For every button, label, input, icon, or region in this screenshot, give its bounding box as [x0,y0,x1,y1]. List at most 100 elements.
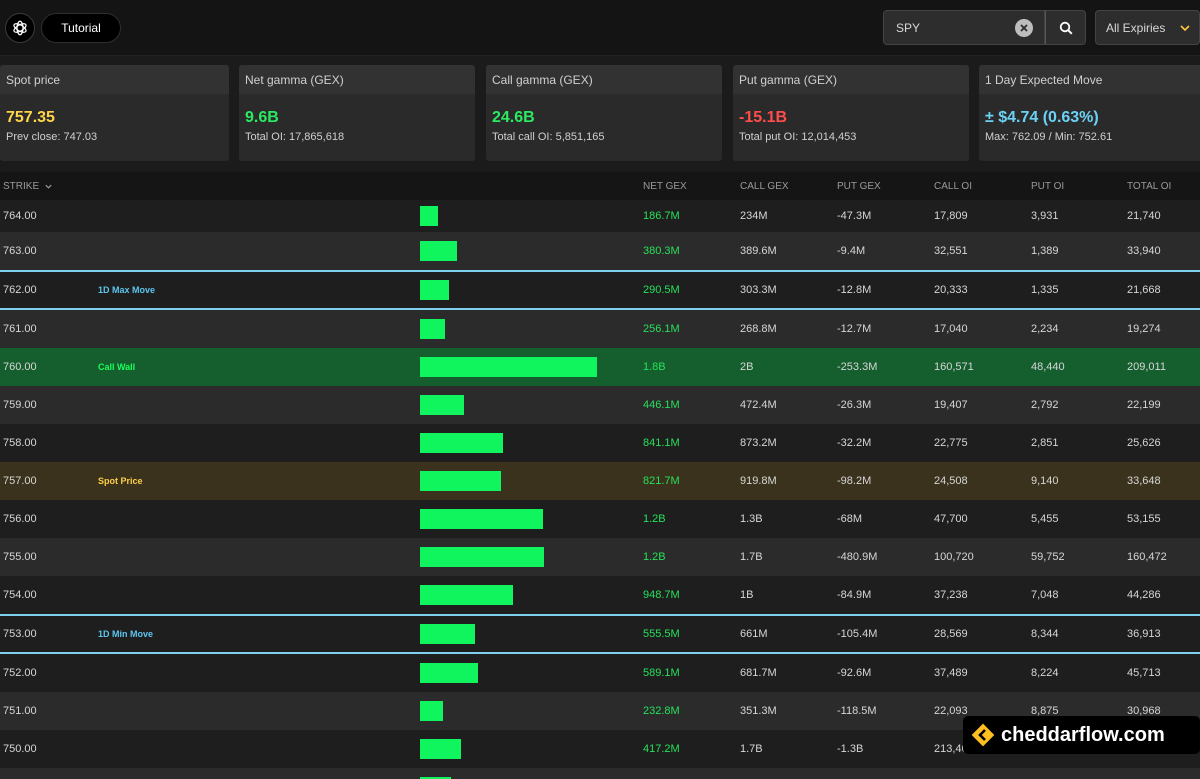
table-row[interactable]: 757.00 Spot Price 821.7M 919.8M -98.2M 24,508… [0,462,1200,500]
call-gex-cell: 1.7B [740,743,763,755]
net-gex-column-header[interactable]: NET GEX [643,181,687,192]
put-gex-cell: -12.7M [837,323,872,335]
net-gex-bar [420,280,449,300]
net-gex-cell: 417.2M [643,743,680,755]
put-gex-cell: -68M [837,513,863,525]
total-oi-cell: 30,968 [1127,705,1161,717]
call-oi-cell: 17,809 [934,210,968,222]
put-oi-cell: 8,344 [1031,628,1059,640]
total-oi-column-header[interactable]: TOTAL OI [1127,181,1172,192]
net-gex-bar [420,777,451,779]
total-oi-cell: 45,713 [1127,667,1161,679]
table-row[interactable]: 763.00 380.3M 389.6M -9.4M 32,551 1,389 33,940 [0,232,1200,270]
strike-cell: 751.00 [3,705,37,717]
card-title: 1 Day Expected Move [979,65,1200,94]
card-value: ± $4.74 (0.63%) [985,109,1099,126]
watermark: cheddarflow.com [963,716,1200,754]
total-oi-cell: 36,913 [1127,628,1161,640]
search-icon [1059,21,1073,35]
net-gex-bar [420,241,457,261]
put-oi-cell: 1,389 [1031,245,1059,257]
card-title: Call gamma (GEX) [486,65,722,94]
put-oi-cell: 5,455 [1031,513,1059,525]
call-gex-cell: 234M [740,210,768,222]
call-oi-cell: 37,238 [934,589,968,601]
chevron-down-icon [1180,25,1190,32]
table-row[interactable]: 754.00 948.7M 1B -84.9M 37,238 7,048 44,286 [0,576,1200,614]
table-row[interactable]: 760.00 Call Wall 1.8B 2B -253.3M 160,571 48,44… [0,348,1200,386]
openai-knot-icon [13,20,27,36]
net-gex-bar [420,739,461,759]
call-oi-cell: 32,551 [934,245,968,257]
call-oi-column-header[interactable]: CALL OI [934,181,972,192]
net-gex-cell: 186.7M [643,210,680,222]
call-gex-cell: 303.3M [740,284,777,296]
call-gex-cell: 661M [740,628,768,640]
put-oi-column-header[interactable]: PUT OI [1031,181,1065,192]
table-row[interactable]: 752.00 589.1M 681.7M -92.6M 37,489 8,224 45,71… [0,654,1200,692]
table-row[interactable]: 755.00 1.2B 1.7B -480.9M 100,720 59,752 160,47… [0,538,1200,576]
net-gex-bar [420,547,544,567]
sort-chevron-down-icon [45,184,52,189]
level-tag: 1D Min Move [98,629,154,639]
net-gex-bar [420,395,464,415]
net-gex-bar [420,206,438,226]
net-gex-cell: 821.7M [643,475,680,487]
net-gex-cell: 841.1M [643,437,680,449]
watermark-text: cheddarflow.com [1001,724,1165,746]
net-gex-cell: 589.1M [643,667,680,679]
strike-cell: 761.00 [3,323,37,335]
strike-cell: 753.00 [3,628,37,640]
call-oi-cell: 17,040 [934,323,968,335]
net-gex-cell: 256.1M [643,323,680,335]
table-row[interactable] [0,768,1200,779]
put-gex-column-header[interactable]: PUT GEX [837,181,881,192]
app-logo[interactable] [5,13,35,43]
strike-cell: 758.00 [3,437,37,449]
table-row[interactable]: 759.00 446.1M 472.4M -26.3M 19,407 2,792 22,19… [0,386,1200,424]
total-oi-cell: 19,274 [1127,323,1161,335]
level-tag: 1D Max Move [98,285,156,295]
net-gex-cell: 380.3M [643,245,680,257]
call-oi-cell: 28,569 [934,628,968,640]
card-title: Put gamma (GEX) [733,65,969,94]
strike-cell: 757.00 [3,475,37,487]
card-subtext: Max: 762.09 / Min: 752.61 [985,131,1113,143]
cheddarflow-logo-icon [971,723,995,747]
total-oi-cell: 21,740 [1127,210,1161,222]
table-row[interactable]: 758.00 841.1M 873.2M -32.2M 22,775 2,851 25,62… [0,424,1200,462]
call-gex-cell: 268.8M [740,323,777,335]
put-oi-cell: 1,335 [1031,284,1059,296]
net-gex-bar [420,663,478,683]
card-subtext: Total put OI: 12,014,453 [739,131,857,143]
net-gex-cell: 1.2B [643,513,666,525]
put-gex-cell: -47.3M [837,210,872,222]
table-row[interactable]: 756.00 1.2B 1.3B -68M 47,700 5,455 53,155 [0,500,1200,538]
strike-cell: 763.00 [3,245,37,257]
table-row[interactable]: 753.00 1D Min Move 555.5M 661M -105.4M 28,569… [0,614,1200,654]
ticker-search-input[interactable] [896,11,1011,44]
table-row[interactable]: 764.00 186.7M 234M -47.3M 17,809 3,931 21,740 [0,200,1200,232]
table-row[interactable]: 762.00 1D Max Move 290.5M 303.3M -12.8M 20,33… [0,270,1200,310]
total-oi-cell: 44,286 [1127,589,1161,601]
put-oi-cell: 9,140 [1031,475,1059,487]
call-gex-cell: 2B [740,361,754,373]
call-oi-cell: 19,407 [934,399,968,411]
put-gex-cell: -118.5M [837,705,877,717]
strike-cell: 754.00 [3,589,37,601]
strike-column-header[interactable]: STRIKE [3,181,53,192]
search-button[interactable] [1045,10,1086,45]
total-oi-cell: 53,155 [1127,513,1161,525]
tutorial-button[interactable]: Tutorial [41,13,121,43]
table-row[interactable]: 761.00 256.1M 268.8M -12.7M 17,040 2,234 19,27… [0,310,1200,348]
expiry-select[interactable]: All Expiries [1095,10,1200,45]
card-expected-move: 1 Day Expected Move ± $4.74 (0.63%) Max:… [979,65,1200,161]
call-gex-column-header[interactable]: CALL GEX [740,181,789,192]
strike-column-label: STRIKE [3,181,40,192]
net-gex-bar [420,357,597,377]
net-gex-cell: 555.5M [643,628,680,640]
clear-search-button[interactable] [1015,19,1033,37]
put-gex-cell: -480.9M [837,551,878,563]
put-oi-cell: 48,440 [1031,361,1065,373]
put-gex-cell: -1.3B [837,743,864,755]
